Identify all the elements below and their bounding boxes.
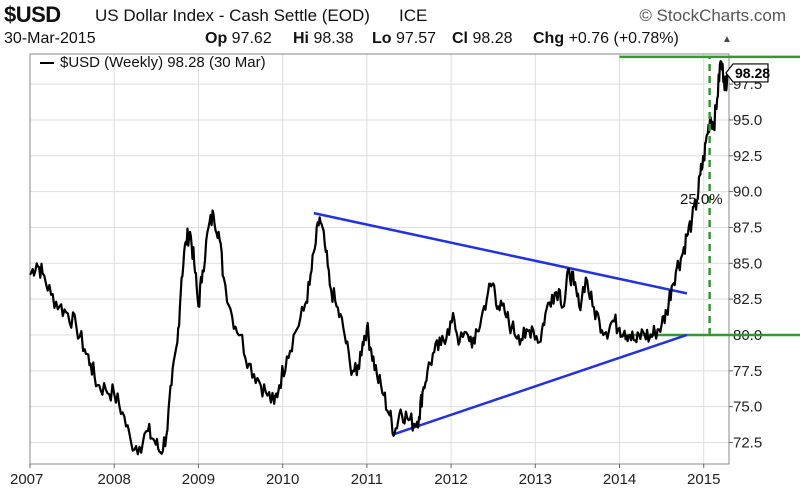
trendline	[394, 333, 688, 436]
y-tick-label: 90.0	[733, 184, 762, 201]
exchange: ICE	[399, 6, 428, 25]
x-tick-label: 2008	[98, 471, 131, 488]
y-tick-label: 92.5	[733, 148, 762, 165]
x-tick-label: 2013	[519, 471, 552, 488]
description: US Dollar Index - Cash Settle (EOD)	[95, 6, 370, 25]
symbol: $USD	[4, 2, 61, 27]
projection-marker: 25.0%	[680, 56, 723, 335]
legend-swatch	[40, 62, 54, 65]
y-axis-ticks: 72.575.077.580.082.585.087.590.092.595.0…	[729, 76, 762, 451]
last-value-label: 98.28	[735, 65, 770, 81]
legend: $USD (Weekly) 98.28 (30 Mar)	[40, 54, 266, 71]
change-quote: Chg +0.76 (+0.78%)	[533, 30, 679, 47]
x-tick-label: 2014	[603, 471, 636, 488]
y-tick-label: 85.0	[733, 255, 762, 272]
y-tick-label: 77.5	[733, 363, 762, 380]
quote-date: 30-Mar-2015	[4, 30, 96, 47]
collapse-triangle-icon[interactable]: ▲	[722, 34, 732, 45]
low-quote: Lo 97.57	[372, 30, 437, 47]
x-tick-label: 2015	[687, 471, 720, 488]
high-quote: Hi 98.38	[293, 30, 354, 47]
trendline	[313, 211, 688, 295]
open-quote: Op 97.62	[205, 30, 272, 47]
x-tick-label: 2012	[434, 471, 467, 488]
plot-frame	[29, 53, 730, 465]
y-tick-label: 75.0	[733, 399, 762, 416]
x-tick-label: 2007	[10, 471, 43, 488]
close-quote: Cl 98.28	[452, 30, 513, 47]
chart-header: $USD US Dollar Index - Cash Settle (EOD)…	[0, 0, 800, 54]
x-tick-label: 2009	[182, 471, 215, 488]
x-tick-label: 2011	[351, 471, 383, 488]
y-tick-label: 87.5	[733, 219, 762, 236]
x-axis-ticks: 2007 2008 2009 2010 2011 2012 2013 2014 2015	[10, 464, 720, 488]
y-tick-label: 95.0	[733, 112, 762, 129]
y-tick-label: 82.5	[733, 291, 762, 308]
percent-annotation: 25.0%	[680, 191, 723, 208]
legend-label: $USD (Weekly) 98.28 (30 Mar)	[60, 54, 266, 71]
last-value-box	[725, 63, 769, 83]
last-value-tag: 98.28	[725, 63, 770, 83]
price-line	[29, 60, 729, 456]
y-tick-label: 72.5	[733, 434, 762, 451]
x-tick-label: 2010	[266, 471, 299, 488]
brand-logo[interactable]: © StockCharts.com	[639, 6, 786, 25]
trendlines	[313, 211, 688, 436]
grid	[29, 54, 729, 464]
